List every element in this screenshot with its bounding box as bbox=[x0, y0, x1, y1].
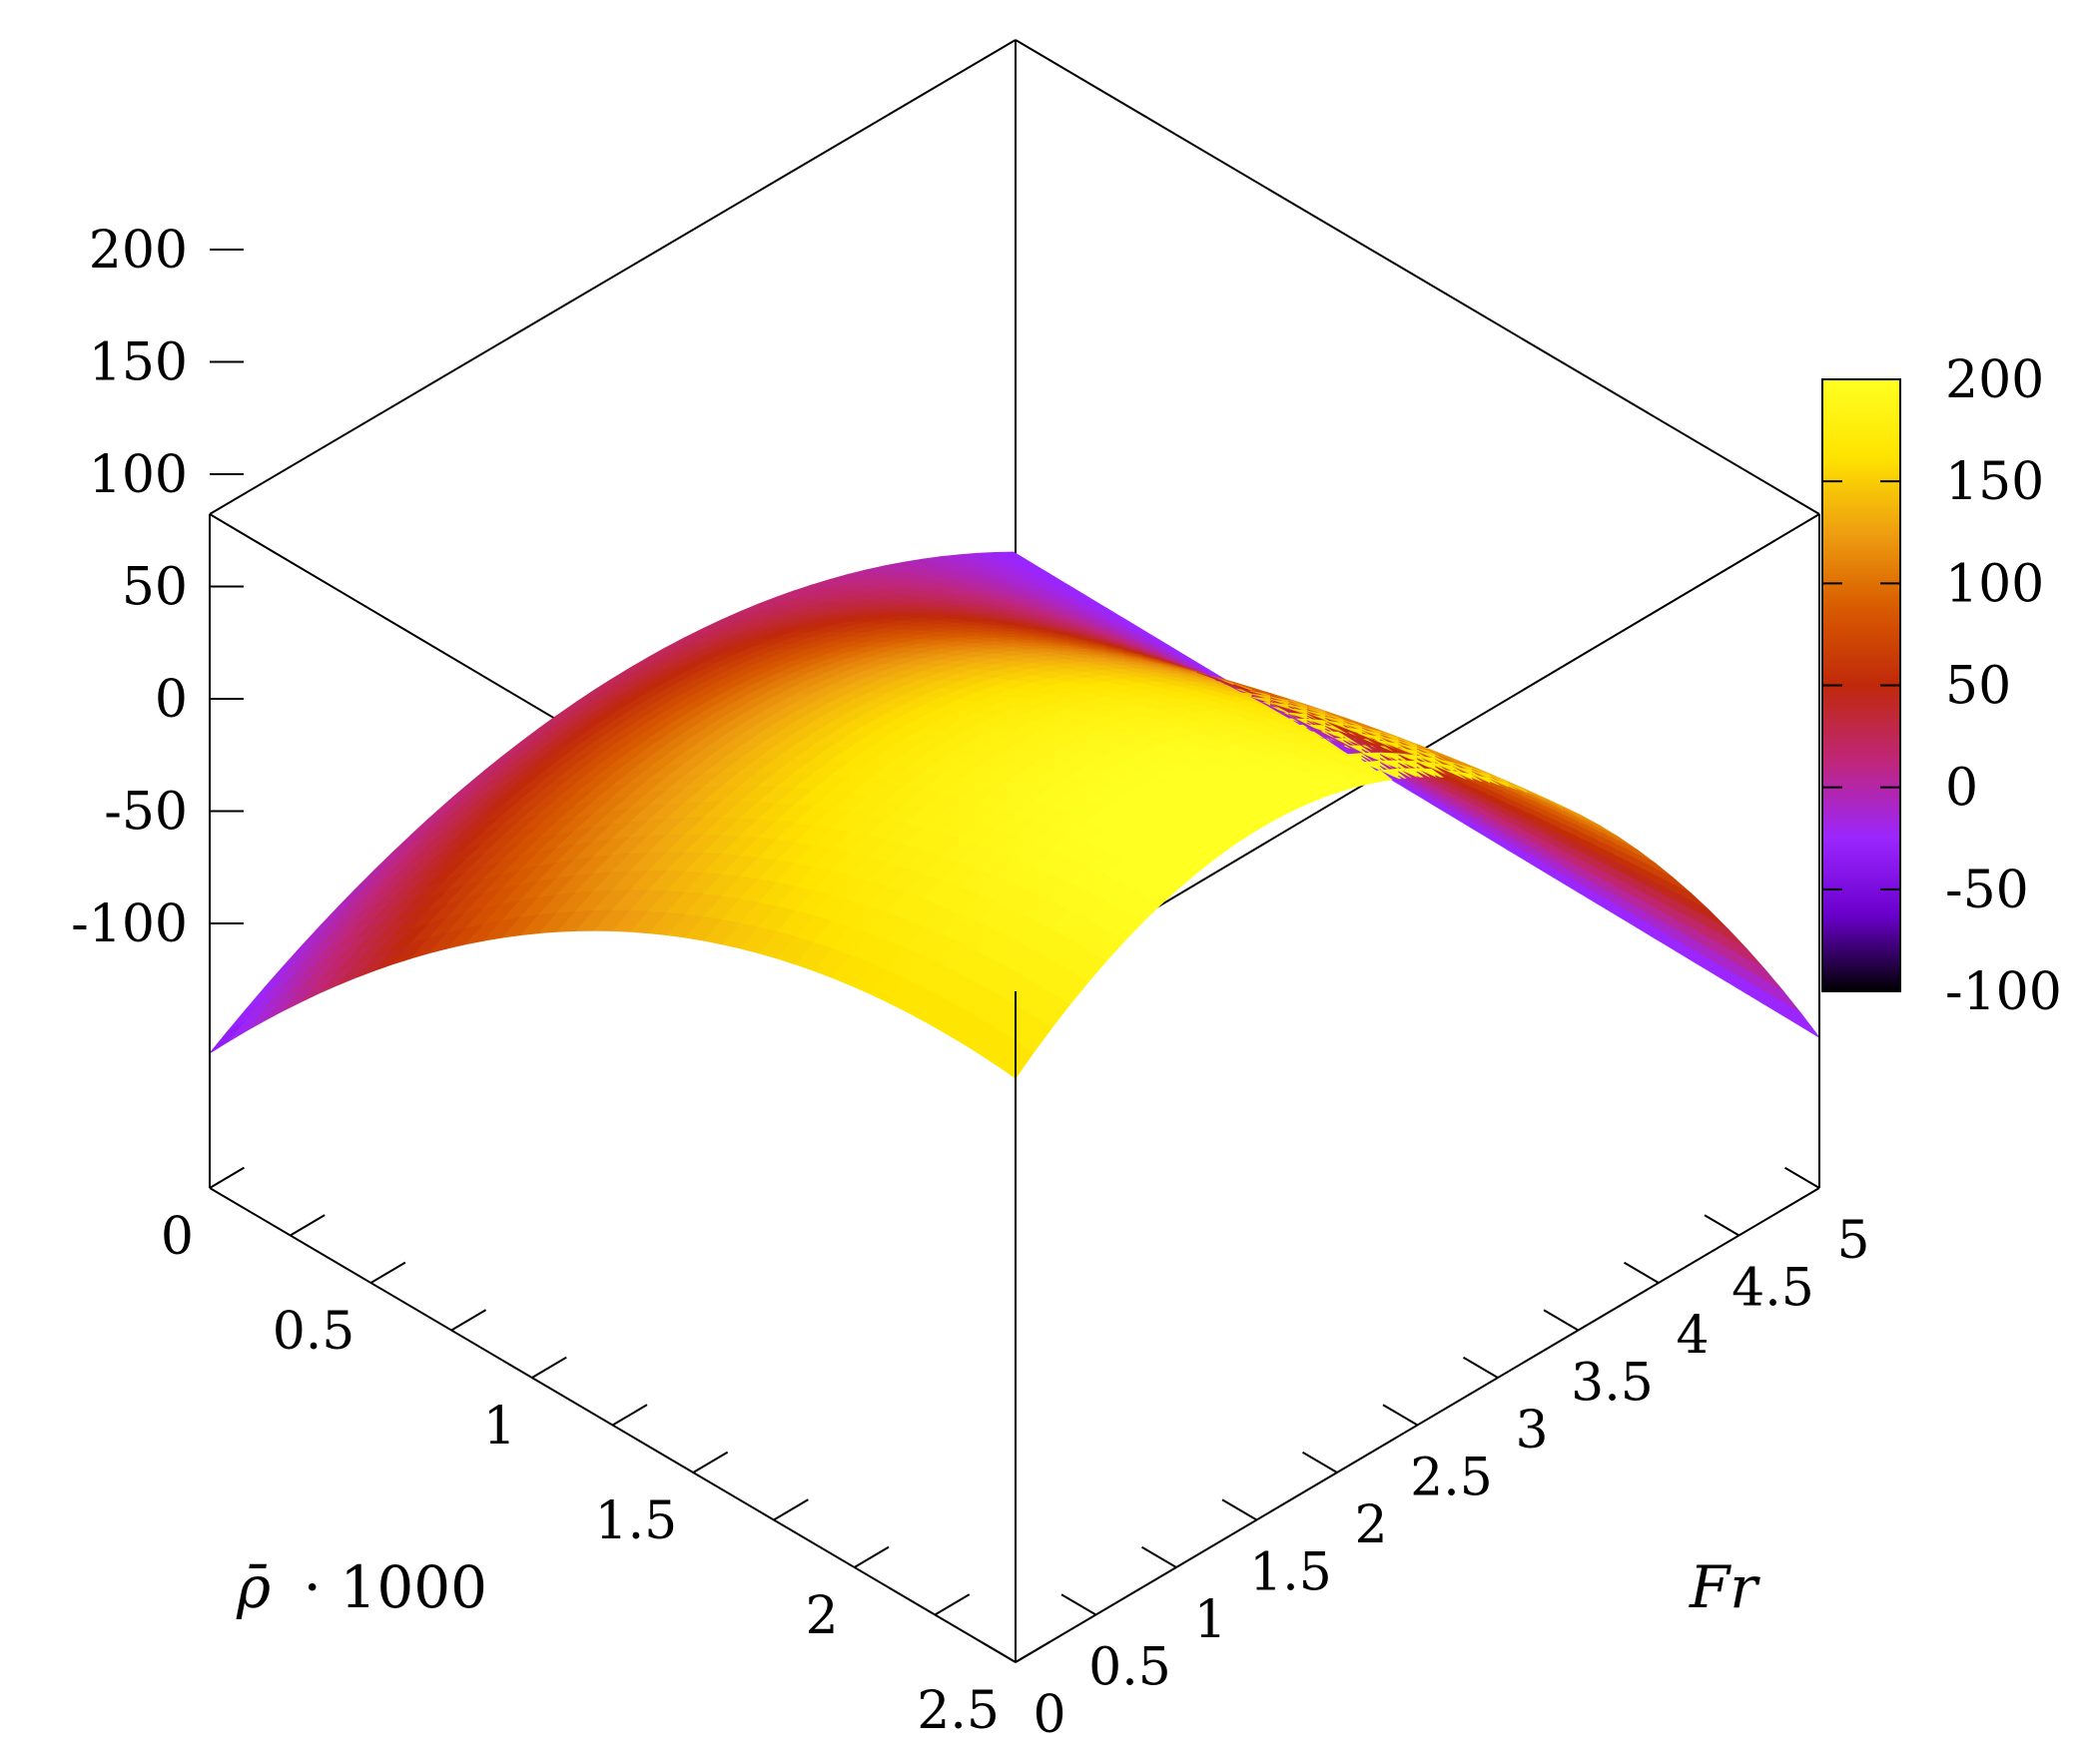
z-tick-label: -50 bbox=[104, 783, 188, 843]
rho-tick-label: 1 bbox=[483, 1397, 516, 1457]
rho-axis-title: ρ̄ · 1000 bbox=[236, 1553, 487, 1621]
fr-tick-label: 3 bbox=[1515, 1401, 1548, 1461]
colorbar-tick-label: 0 bbox=[1945, 759, 1978, 819]
rho-axis: 0 0.5 1 1.5 2 2.5 bbox=[161, 1166, 1050, 1741]
surface-facet bbox=[1782, 1002, 1820, 1038]
rho-tick-label: 1.5 bbox=[594, 1491, 677, 1551]
fr-tick-mark bbox=[1141, 1545, 1177, 1568]
z-tick-label: 100 bbox=[89, 445, 188, 505]
rho-tick-label: 0.5 bbox=[273, 1302, 355, 1362]
fr-tick-mark bbox=[1543, 1309, 1580, 1332]
colorbar-tick-label: 200 bbox=[1945, 350, 2044, 410]
z-tick-label: 150 bbox=[89, 333, 188, 393]
rho-tick-mark bbox=[854, 1545, 890, 1568]
fr-tick-label: 2 bbox=[1354, 1495, 1387, 1555]
z-tick-label: -100 bbox=[71, 894, 188, 954]
rho-tick-mark bbox=[531, 1356, 567, 1379]
rho-minor-tick-mark bbox=[773, 1498, 809, 1521]
fr-tick-label: 5 bbox=[1836, 1211, 1869, 1271]
rho-minor-tick-mark bbox=[450, 1309, 487, 1332]
fr-tick-mark bbox=[1704, 1214, 1740, 1237]
fr-axis-title: Fr bbox=[1689, 1553, 1760, 1621]
rho-minor-tick-mark bbox=[290, 1214, 326, 1237]
colorbar-ticks: -100 -50 0 50 100 150 200 bbox=[1822, 350, 2062, 1022]
colorbar-tick-label: 150 bbox=[1945, 452, 2044, 512]
rho-tick-mark bbox=[1015, 1640, 1050, 1663]
colorbar: -100 -50 0 50 100 150 200 bbox=[1821, 350, 2062, 1022]
rho-tick-mark bbox=[209, 1166, 245, 1189]
fr-tick-mark bbox=[1221, 1498, 1258, 1521]
fr-tick-label: 1 bbox=[1193, 1590, 1226, 1650]
frame-back-top-left bbox=[209, 39, 1017, 515]
rho-axis-title-rest: · 1000 bbox=[304, 1553, 487, 1621]
fr-tick-label: 1.5 bbox=[1249, 1543, 1332, 1603]
surface-mesh bbox=[209, 551, 1820, 1079]
colorbar-tick-label: -100 bbox=[1945, 962, 2062, 1022]
fr-tick-label: 2.5 bbox=[1410, 1449, 1493, 1508]
rho-tick-mark bbox=[692, 1451, 729, 1473]
rho-tick-mark bbox=[369, 1261, 406, 1284]
fr-tick-label: 4 bbox=[1676, 1306, 1709, 1366]
fr-tick-mark bbox=[981, 1640, 1017, 1663]
fr-tick-mark bbox=[1302, 1451, 1338, 1473]
fr-axis: 0 0.5 1 1.5 2 2.5 3 3.5 4 4.5 5 bbox=[981, 1166, 1870, 1745]
z-tick-label: 50 bbox=[122, 558, 188, 618]
fr-tick-label: 3.5 bbox=[1571, 1354, 1654, 1414]
fr-tick-label: 4.5 bbox=[1732, 1259, 1814, 1319]
fr-tick-mark bbox=[1624, 1261, 1660, 1284]
fr-tick-mark bbox=[1784, 1166, 1820, 1189]
rho-minor-tick-mark bbox=[611, 1404, 648, 1427]
z-tick-label: 0 bbox=[155, 670, 188, 730]
fr-tick-mark bbox=[1382, 1404, 1419, 1427]
z-axis: -100 -50 0 50 100 150 200 bbox=[71, 221, 244, 954]
fr-tick-mark bbox=[1463, 1356, 1499, 1379]
fr-tick-label: 0 bbox=[1033, 1685, 1065, 1745]
colorbar-tick-label: 100 bbox=[1945, 554, 2044, 614]
rho-tick-label: 2.5 bbox=[917, 1681, 1000, 1741]
z-tick-label: 200 bbox=[89, 221, 188, 281]
colorbar-tick-label: -50 bbox=[1945, 861, 2029, 920]
surface-facet bbox=[209, 1019, 247, 1054]
floor-tick-marks bbox=[290, 1214, 971, 1616]
rho-tick-label: 0 bbox=[161, 1207, 194, 1267]
rho-minor-tick-mark bbox=[934, 1593, 971, 1616]
fr-tick-label: 0.5 bbox=[1088, 1638, 1171, 1698]
rho-axis-line bbox=[209, 1187, 1017, 1663]
rho-axis-title-symbol: ρ̄ bbox=[236, 1553, 271, 1621]
colorbar-tick-label: 50 bbox=[1945, 657, 2011, 717]
rho-tick-label: 2 bbox=[806, 1586, 839, 1646]
fr-tick-mark bbox=[1060, 1593, 1097, 1616]
frame-back-top-right bbox=[1015, 39, 1820, 515]
